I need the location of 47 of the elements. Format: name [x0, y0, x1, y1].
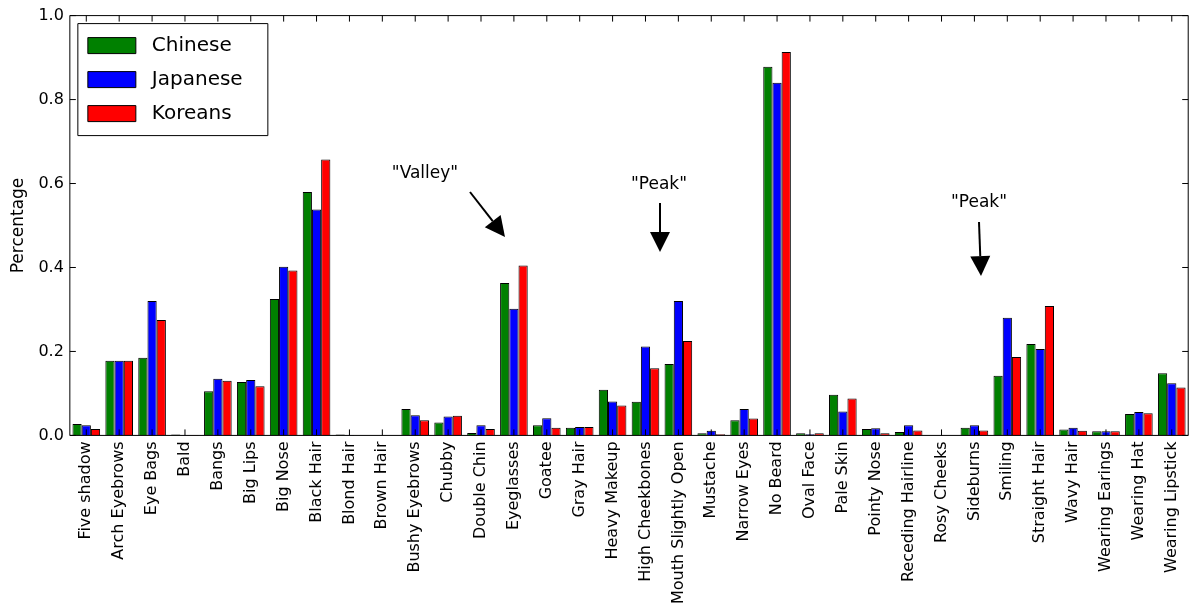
annotation: "Peak" [950, 191, 1008, 211]
x-tick-label: High Cheekbones [634, 441, 654, 582]
x-tick-label: Eye Bags [141, 441, 161, 516]
x-tick-label: Smiling [996, 441, 1016, 501]
x-tick-label: Rosy Cheeks [930, 441, 950, 544]
y-tick-label: 1.0 [38, 4, 64, 24]
x-tick-label: Bushy Eyebrows [404, 441, 424, 573]
y-axis-title: Percentage [6, 177, 27, 274]
x-tick-label: Blond Hair [338, 440, 358, 525]
x-tick-label: Wearing Hat [1128, 441, 1148, 541]
x-tick-label: Oval Face [799, 441, 819, 519]
x-tick-label: Big Lips [239, 441, 259, 504]
x-tick-label: Narrow Eyes [733, 441, 753, 542]
legend-label: Japanese [149, 65, 243, 90]
annotation: "Peak" [630, 173, 688, 193]
x-tick-label: Receding Hairline [897, 441, 917, 583]
x-tick-label: Chubby [437, 441, 457, 503]
x-tick-label: Goatee [535, 441, 555, 500]
x-tick-label: Mouth Slightly Open [667, 441, 687, 605]
y-tick-label: 0.4 [38, 256, 64, 276]
y-tick-label: 0.2 [38, 340, 64, 360]
x-tick-label: Black Hair [305, 440, 325, 523]
x-tick-label: Heavy Makeup [601, 441, 621, 560]
x-tick-label: Bald [174, 441, 194, 477]
legend-label: Chinese [151, 31, 232, 56]
y-tick-label: 0.8 [38, 88, 64, 108]
x-tick-label: Brown Hair [371, 441, 391, 530]
x-tick-label: Gray Hair [568, 441, 588, 518]
x-tick-label: Arch Eyebrows [108, 441, 128, 560]
x-tick-label: Pointy Nose [864, 441, 884, 536]
x-tick-label: No Beard [766, 441, 786, 516]
x-tick-label: Wavy Hair [1062, 440, 1082, 523]
legend-label: Koreans [151, 99, 232, 124]
x-tick-label: Five shadow [75, 441, 95, 540]
x-tick-label: Pale Skin [831, 441, 851, 514]
x-tick-label: Eyeglasses [503, 441, 523, 531]
annotation: "Valley" [391, 162, 459, 182]
x-tick-label: Mustache [700, 441, 720, 519]
x-tick-label: Bangs [207, 441, 227, 491]
x-tick-label: Wearing Earings [1095, 441, 1115, 572]
y-tick-label: 0.6 [38, 172, 64, 192]
x-tick-label: Double Chin [470, 441, 490, 540]
x-tick-label: Big Nose [272, 441, 292, 513]
y-tick-label: 0.0 [38, 424, 64, 444]
x-tick-label: Straight Hair [1029, 441, 1049, 544]
x-tick-label: Sideburns [963, 441, 983, 522]
x-tick-label: Wearing Lipstick [1160, 440, 1180, 573]
